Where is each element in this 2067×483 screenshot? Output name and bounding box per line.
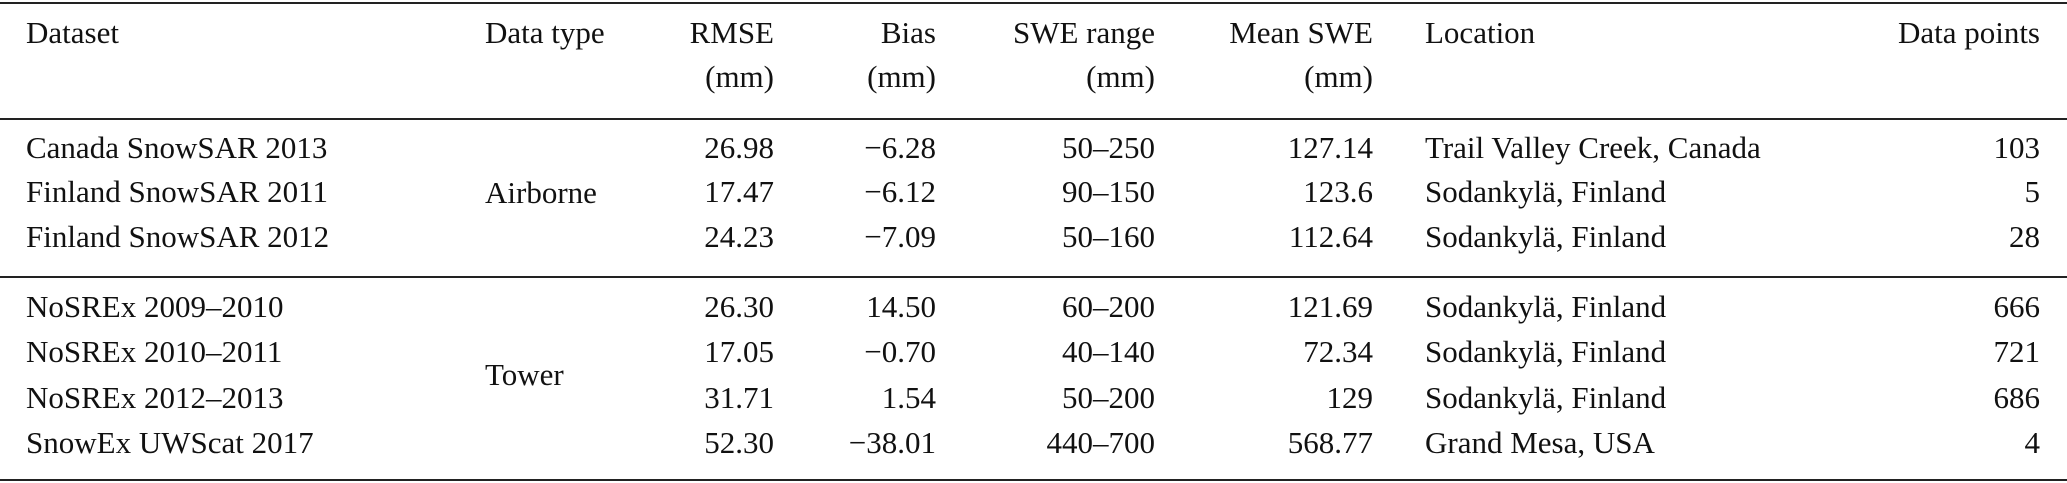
table-cell: 721: [1993, 334, 2041, 369]
header-cell: SWE range: [1012, 15, 1155, 50]
table-cell: 24.23: [704, 219, 774, 254]
table-cell: Sodankylä, Finland: [1425, 289, 1667, 324]
table-cell: −0.70: [864, 334, 936, 369]
table-cell: NoSREx 2010–2011: [26, 334, 283, 369]
header-cell: Data type: [485, 15, 605, 50]
data-type-cell: Tower: [485, 357, 564, 392]
table-cell: 440–700: [1046, 425, 1156, 460]
table-cell: −7.09: [864, 219, 936, 254]
table-cell: 28: [2009, 219, 2040, 254]
top-rule: [0, 2, 2067, 4]
table-cell: Sodankylä, Finland: [1425, 219, 1667, 254]
table-cell: 52.30: [704, 425, 774, 460]
table-cell: SnowEx UWScat 2017: [26, 425, 314, 460]
table-cell: NoSREx 2012–2013: [26, 380, 284, 415]
table-cell: 568.77: [1287, 425, 1373, 460]
header-rule: [0, 118, 2067, 120]
table-cell: Trail Valley Creek, Canada: [1425, 130, 1761, 165]
table-cell: Canada SnowSAR 2013: [26, 130, 328, 165]
data-type-cell: Airborne: [485, 174, 597, 210]
table-cell: 40–140: [1062, 334, 1155, 369]
table-cell: 17.05: [704, 334, 774, 369]
header-cell: Bias: [880, 15, 936, 50]
header-cell: RMSE: [689, 15, 774, 50]
header-cell: Data points: [1897, 15, 2040, 50]
table-cell: −38.01: [848, 425, 936, 460]
header-cell: (mm): [1086, 59, 1155, 94]
header-cell: (mm): [867, 59, 936, 94]
table-cell: 103: [1993, 130, 2041, 165]
table-cell: 5: [2024, 174, 2041, 209]
table-cell: 666: [1993, 289, 2041, 324]
table-cell: 72.34: [1303, 334, 1373, 369]
table-cell: Finland SnowSAR 2011: [26, 174, 329, 209]
table-cell: 50–200: [1062, 380, 1155, 415]
bottom-rule: [0, 479, 2067, 481]
header-cell: Dataset: [26, 15, 119, 50]
table-cell: 686: [1993, 380, 2041, 415]
header-cell: Mean SWE: [1229, 15, 1373, 50]
table-cell: −6.28: [864, 130, 936, 165]
table-cell: 121.69: [1287, 289, 1373, 324]
table-cell: 123.6: [1303, 174, 1373, 209]
table-cell: Sodankylä, Finland: [1425, 334, 1667, 369]
header-cell: Location: [1425, 15, 1536, 50]
table-cell: 17.47: [704, 174, 774, 209]
table-cell: Grand Mesa, USA: [1425, 425, 1655, 460]
table-cell: 4: [2024, 425, 2041, 460]
table-cell: 31.71: [704, 380, 774, 415]
table-cell: 50–250: [1062, 130, 1155, 165]
table-cell: 14.50: [866, 289, 936, 324]
table-cell: 50–160: [1062, 219, 1155, 254]
group-rule: [0, 276, 2067, 278]
table-cell: Sodankylä, Finland: [1425, 174, 1667, 209]
table-cell: 90–150: [1062, 174, 1155, 209]
table-cell: Sodankylä, Finland: [1425, 380, 1667, 415]
table-cell: 112.64: [1288, 219, 1373, 254]
header-cell: (mm): [705, 59, 774, 94]
table-cell: −6.12: [864, 174, 936, 209]
header-cell: (mm): [1304, 59, 1373, 94]
table-cell: 26.98: [704, 130, 774, 165]
table-cell: NoSREx 2009–2010: [26, 289, 284, 324]
table-cell: 26.30: [704, 289, 774, 324]
table-cell: 60–200: [1062, 289, 1155, 324]
table-cell: Finland SnowSAR 2012: [26, 219, 330, 254]
table-cell: 1.54: [881, 380, 936, 415]
table-cell: 129: [1326, 380, 1374, 415]
table-cell: 127.14: [1287, 130, 1373, 165]
